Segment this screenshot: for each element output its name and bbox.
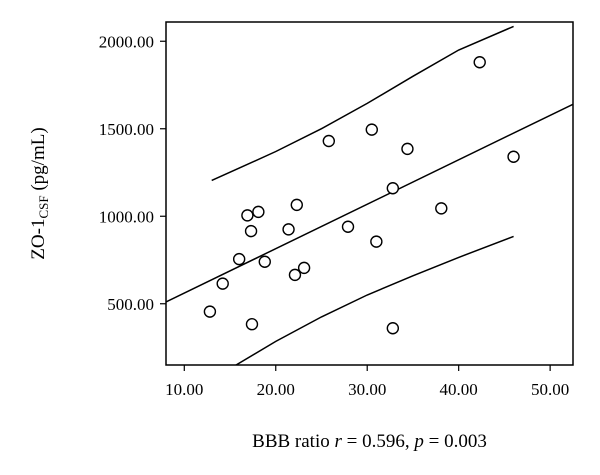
x-tick-label: 50.00 [531,380,569,399]
y-axis-title: ZO-1CSF (pg/mL) [28,127,51,259]
data-point [282,223,295,236]
data-point [473,56,486,69]
data-point [341,220,355,233]
data-point [241,209,254,222]
data-point [244,224,258,238]
y-tick-label: 1000.00 [99,207,154,226]
data-point [203,305,217,318]
plot-area-frame [165,21,574,366]
data-point [365,123,378,136]
data-point [297,261,311,275]
data-point [435,202,448,215]
data-points [203,56,520,335]
data-point [258,255,271,268]
y-tick-label: 500.00 [107,295,154,314]
y-axis: 500.00 1000.00 1500.00 2000.00 [99,32,166,314]
upper-confidence-band [211,25,514,182]
data-point [288,268,302,282]
lower-confidence-band [234,235,514,365]
data-point [507,150,520,163]
y-tick-label: 2000.00 [99,32,154,51]
regression-line [166,103,573,303]
x-tick-label: 30.00 [348,380,386,399]
r-value: = 0.596, [342,431,414,452]
data-point [386,322,400,335]
data-point [252,205,265,219]
data-point [216,277,229,290]
data-point [370,235,383,248]
p-value: = 0.003 [424,431,487,452]
x-tick-label: 40.00 [440,380,478,399]
x-axis-label: BBB ratio [252,431,330,452]
p-symbol: p [412,431,424,452]
data-point [322,134,335,148]
y-axis-label-subscript: CSF [36,195,51,218]
data-point [290,198,303,212]
confidence-bands [211,25,514,365]
r-symbol: r [335,431,343,452]
y-tick-label: 1500.00 [99,120,154,139]
data-point [232,252,246,266]
data-point [386,182,400,195]
x-tick-label: 20.00 [257,380,295,399]
data-point [245,318,259,331]
x-axis-title: BBB ratio r = 0.596, p = 0.003 [252,431,487,452]
y-axis-label-unit: (pg/mL) [28,127,49,195]
regression-line-group [166,103,573,303]
x-axis: 10.00 20.00 30.00 40.00 50.00 [165,365,569,399]
y-axis-label-main: ZO-1 [28,219,49,260]
x-tick-label: 10.00 [165,380,203,399]
data-point [401,142,414,156]
